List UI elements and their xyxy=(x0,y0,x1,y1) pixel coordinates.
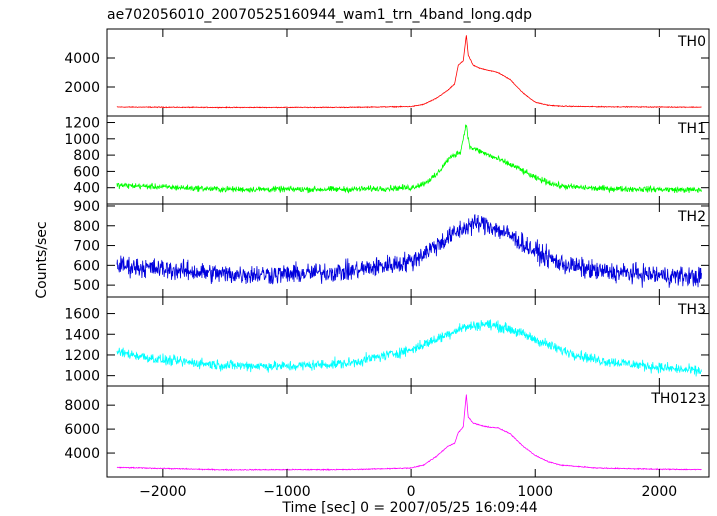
y-tick-label: 900 xyxy=(73,199,100,215)
panel-label-th0123: TH0123 xyxy=(650,391,706,407)
series-line-th2 xyxy=(116,214,702,288)
y-tick-label: 800 xyxy=(73,148,100,164)
chart-title: ae702056010_20070525160944_wam1_trn_4ban… xyxy=(107,7,532,23)
y-tick-label: 600 xyxy=(73,258,100,274)
panel-frame-th0 xyxy=(106,28,710,117)
y-tick-label: 1400 xyxy=(64,327,100,343)
x-tick-label: 2000 xyxy=(642,484,678,500)
y-tick-label: 6000 xyxy=(64,422,100,438)
y-tick-label: 700 xyxy=(73,239,100,255)
panel-frame-th3 xyxy=(106,296,710,387)
x-tick-label: 0 xyxy=(407,484,416,500)
panel-frame-th0123 xyxy=(106,385,710,478)
series-line-th0 xyxy=(116,35,702,109)
panel-label-th0: TH0 xyxy=(677,34,706,50)
y-axis-label: Counts/sec xyxy=(34,221,50,298)
y-tick-label: 4000 xyxy=(64,51,100,67)
x-axis-label: Time [sec] 0 = 2007/05/25 16:09:44 xyxy=(281,500,537,516)
y-tick-label: 1200 xyxy=(64,348,100,364)
y-tick-label: 2000 xyxy=(64,80,100,96)
y-tick-label: 4000 xyxy=(64,446,100,462)
y-tick-label: 400 xyxy=(73,181,100,197)
panel-frame-th2 xyxy=(106,203,710,298)
x-tick-label: −2000 xyxy=(139,484,186,500)
y-tick-label: 1200 xyxy=(64,116,100,132)
panel-label-th3: TH3 xyxy=(677,302,706,318)
x-tick-label: 1000 xyxy=(517,484,553,500)
y-tick-label: 500 xyxy=(73,278,100,294)
y-tick-label: 1000 xyxy=(64,132,100,148)
panel-label-th2: TH2 xyxy=(677,209,706,225)
y-tick-label: 800 xyxy=(73,219,100,235)
y-tick-label: 8000 xyxy=(64,398,100,414)
panel-label-th1: TH1 xyxy=(677,121,706,137)
panel-frame-th1 xyxy=(106,115,710,205)
x-tick-label: −1000 xyxy=(263,484,310,500)
series-line-th0123 xyxy=(116,394,702,472)
series-line-th3 xyxy=(116,319,702,377)
y-tick-label: 600 xyxy=(73,164,100,180)
y-tick-label: 1000 xyxy=(64,369,100,385)
series-line-th1 xyxy=(116,124,702,194)
y-tick-label: 1600 xyxy=(64,307,100,323)
